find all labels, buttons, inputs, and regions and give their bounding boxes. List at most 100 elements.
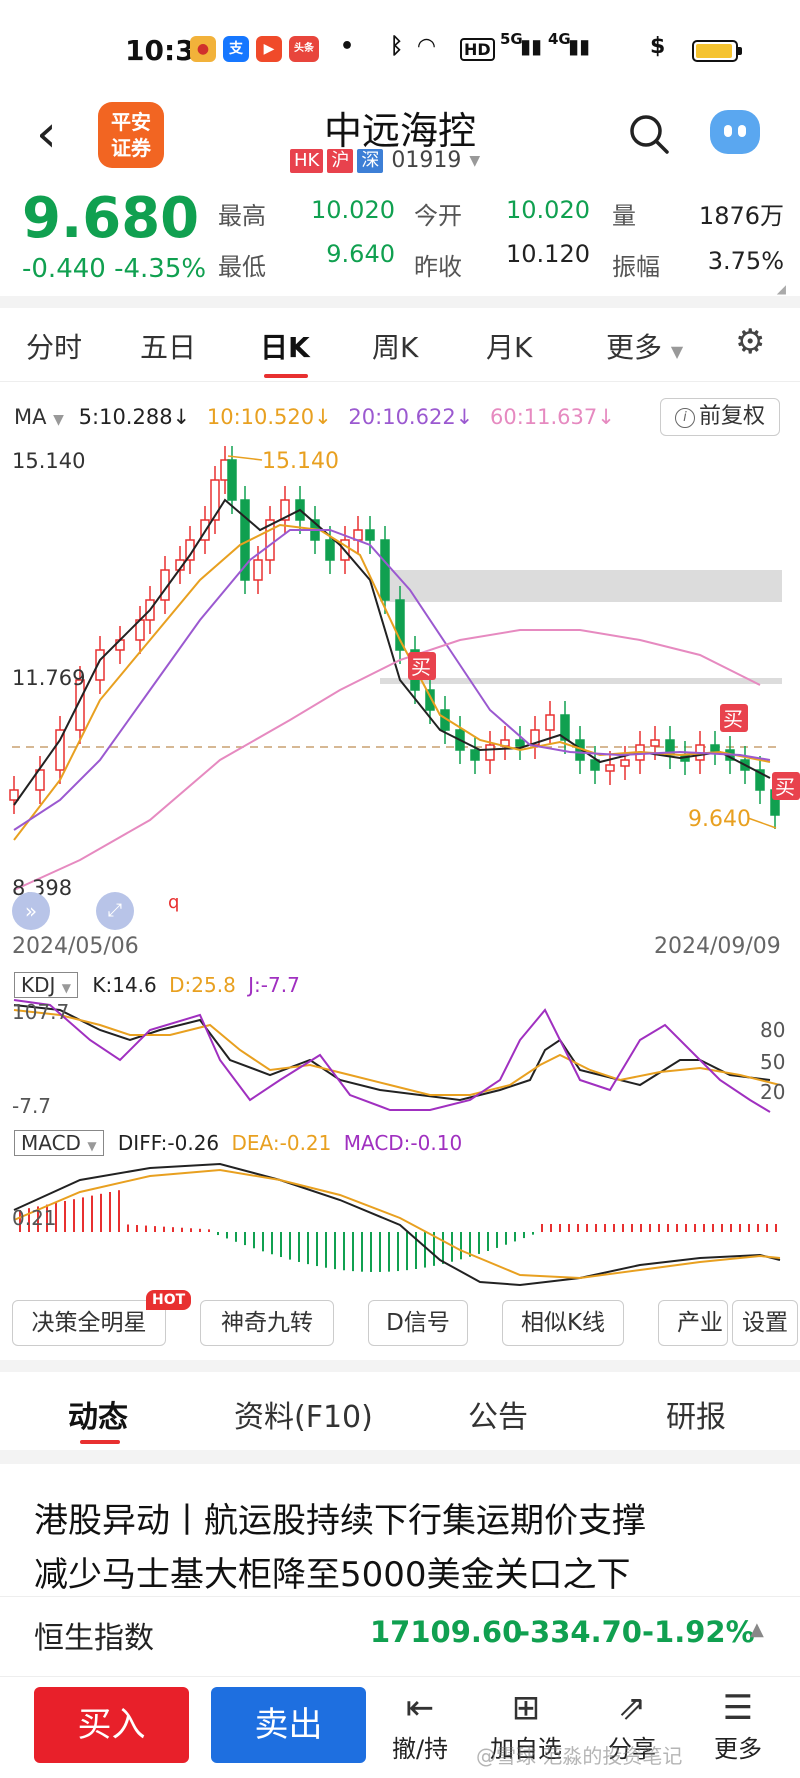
tool-d-signal[interactable]: D信号 <box>368 1300 468 1346</box>
fullscreen-icon[interactable]: ⤢ <box>96 892 134 930</box>
kdj-label: KDJ <box>21 973 56 997</box>
tool-magic-nine[interactable]: 神奇九转 <box>200 1300 334 1346</box>
candle-body <box>35 769 45 791</box>
cancel-hold-icon: ⇤ <box>405 1688 435 1728</box>
add-watchlist-button[interactable]: ⊞ 加自选 <box>481 1687 571 1764</box>
ma-legend[interactable]: MA ▼ 5:10.288↓ 10:10.520↓ 20:10.622↓ 60:… <box>14 405 615 429</box>
high-value: 10.020 <box>311 196 395 224</box>
vol-label: 量 <box>612 202 636 230</box>
hot-badge: HOT <box>146 1290 192 1310</box>
ntab-announcements[interactable]: 公告 <box>468 1400 528 1435</box>
quote-col-4: 10.020 10.120 <box>500 196 590 268</box>
kdj-lv80: 80 <box>760 1018 786 1042</box>
open-value: 10.020 <box>506 196 590 224</box>
ma60-value: 60:11.637↓ <box>489 405 615 429</box>
ma20-line <box>13 529 771 831</box>
tab-five-day[interactable]: 五日 <box>140 331 197 364</box>
last-price: 9.680 <box>22 186 200 251</box>
tool-decision-star[interactable]: 决策全明星 <box>12 1300 166 1346</box>
kdj-top: 107.7 <box>12 1000 70 1024</box>
ma60-line <box>13 629 761 891</box>
status-bar: 10:39 ● 支 ▶ 头条 • ᛒ ◠ HD 5G ▮▮ 4G ▮▮ $ <box>0 0 800 100</box>
stock-tags[interactable]: HK 沪 深 01919 ▼ <box>290 148 480 173</box>
tool-industry[interactable]: 产业 <box>658 1300 728 1346</box>
bluetooth-icon: ᛒ <box>390 34 404 59</box>
candle-body <box>605 764 615 772</box>
kline-chart[interactable]: 买买买 15.140 11.769 8.398 15.140 9.640 <box>0 0 800 1290</box>
candle-body <box>545 714 555 731</box>
video-icon: ▶ <box>256 36 282 62</box>
kline-group: 买买买 <box>9 446 800 1287</box>
back-icon[interactable]: ‹ <box>36 104 57 164</box>
quote-col-5: 量 振幅 <box>612 196 660 282</box>
y-mid-label: 11.769 <box>12 666 85 690</box>
macd-legend[interactable]: MACD ▼ DIFF:-0.26 DEA:-0.21 MACD:-0.10 <box>14 1130 462 1156</box>
candle-body <box>485 744 495 761</box>
kdj-d-line <box>13 1009 781 1096</box>
tab-daily-k[interactable]: 日K <box>260 331 310 364</box>
gear-icon[interactable]: ⚙ <box>735 322 766 362</box>
candle-body <box>325 539 335 561</box>
tab-more[interactable]: 更多 ▼ <box>606 331 684 364</box>
ma20-value: 20:10.622↓ <box>348 405 474 429</box>
kdj-legend[interactable]: KDJ ▼ K:14.6 D:25.8 J:-7.7 <box>14 972 300 998</box>
buy-button[interactable]: 买入 <box>34 1687 189 1763</box>
news-line1: 港股异动丨航运股持续下行集运期价支撑 <box>34 1501 646 1541</box>
candle-body <box>515 739 525 747</box>
add-watchlist-label: 加自选 <box>490 1735 562 1763</box>
news-headline[interactable]: 港股异动丨航运股持续下行集运期价支撑 减少马士基大柜降至5000美金关口之下 <box>34 1494 774 1602</box>
low-label: 最低 <box>218 253 266 281</box>
caret-up-icon[interactable]: ▲ <box>750 1619 764 1640</box>
quote-col-3: 今开 昨收 <box>414 196 462 282</box>
q-mark: q <box>168 892 180 913</box>
signal-bars-icon: ▮▮ <box>520 34 543 58</box>
cancel-hold-button[interactable]: ⇤ 撤/持 <box>375 1687 465 1764</box>
assistant-robot-icon[interactable] <box>710 110 760 154</box>
candle-body <box>365 529 375 541</box>
ntab-f10[interactable]: 资料(F10) <box>234 1400 373 1435</box>
share-button[interactable]: ⇗ 分享 <box>587 1687 677 1764</box>
expand-icon[interactable]: ◢ <box>776 282 786 296</box>
index-name: 恒生指数 <box>34 1621 154 1656</box>
divider-2 <box>0 1360 800 1372</box>
alipay-icon: 支 <box>223 36 249 62</box>
ma5-value: 5:10.288↓ <box>78 405 191 429</box>
macd-diff-line <box>13 1162 781 1287</box>
high-leader <box>227 455 263 461</box>
tag-sh: 沪 <box>327 148 354 173</box>
tab-more-label: 更多 <box>606 331 663 364</box>
weibo-icon: ● <box>190 36 216 62</box>
ntab-research[interactable]: 研报 <box>666 1400 726 1435</box>
candle-body <box>280 499 290 521</box>
tool-similar-k[interactable]: 相似K线 <box>502 1300 624 1346</box>
cancel-hold-label: 撤/持 <box>391 1735 449 1763</box>
candle-body <box>210 479 220 521</box>
tag-sz: 深 <box>357 148 384 173</box>
tool-settings[interactable]: 设置 <box>732 1300 798 1346</box>
buy-marker-bg <box>772 772 800 800</box>
candle-body <box>253 559 263 581</box>
tab-weekly-k[interactable]: 周K <box>372 331 419 364</box>
buy-marker-bg <box>720 704 748 732</box>
adjust-button[interactable]: i 前复权 <box>660 398 780 436</box>
header: ‹ 平安 证券 中远海控 HK 沪 深 01919 ▼ <box>0 100 800 185</box>
kdj-selector[interactable]: KDJ ▼ <box>14 972 79 998</box>
news-tabs: 动态 资料(F10) 公告 研报 <box>0 1376 800 1450</box>
index-bar[interactable]: 恒生指数 17109.60 -334.70 -1.92% ▲ <box>0 1596 800 1668</box>
ntab-dynamics[interactable]: 动态 <box>68 1400 128 1435</box>
ma10-line <box>13 523 771 841</box>
collapse-icon[interactable]: » <box>12 892 50 930</box>
more-button[interactable]: ☰ 更多 <box>693 1687 783 1764</box>
kdj-k-line <box>13 1004 771 1102</box>
search-icon[interactable] <box>627 112 671 166</box>
candle-body <box>265 519 275 561</box>
tab-intraday[interactable]: 分时 <box>26 331 83 364</box>
sell-button[interactable]: 卖出 <box>211 1687 366 1763</box>
tab-monthly-k[interactable]: 月K <box>486 331 533 364</box>
change-value: -0.440 <box>22 254 106 284</box>
buy-marker-bg <box>408 652 436 680</box>
macd-selector[interactable]: MACD ▼ <box>14 1130 104 1156</box>
candle-body <box>650 739 660 747</box>
kdj-bottom: -7.7 <box>12 1094 52 1118</box>
quote-col-2: 10.020 9.640 <box>310 196 395 268</box>
